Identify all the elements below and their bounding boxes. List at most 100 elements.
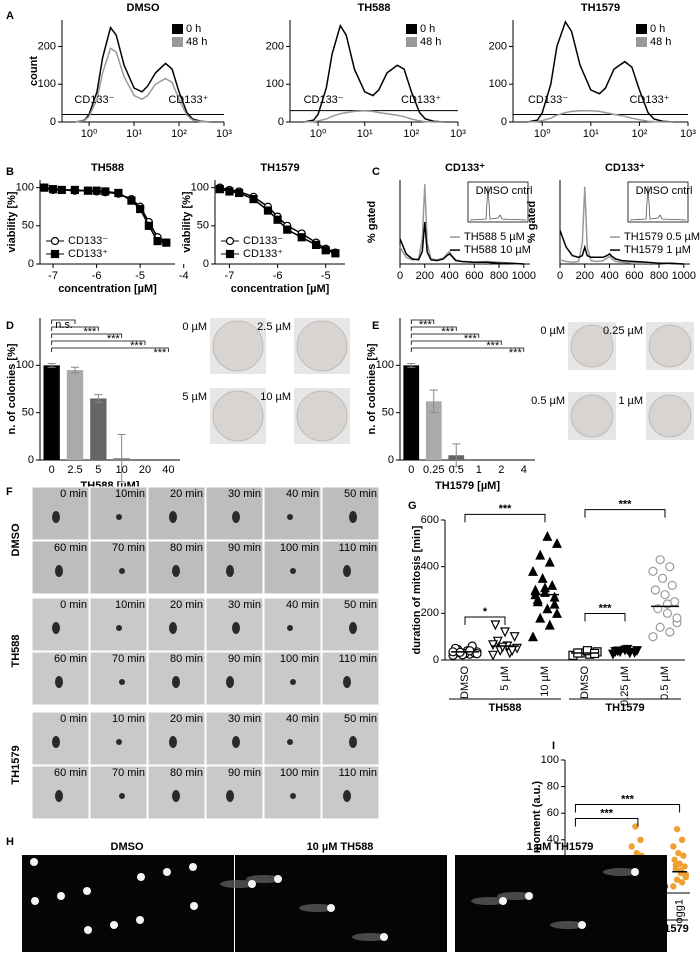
time-label: 30 min	[228, 713, 261, 725]
point	[648, 632, 658, 642]
significance-label: ***	[619, 499, 633, 511]
y-tick-label: 0	[203, 258, 209, 270]
time-label: 50 min	[344, 599, 377, 611]
point	[509, 632, 520, 643]
time-label: 90 min	[228, 542, 261, 554]
cell	[349, 622, 357, 634]
y-tick-label: 50	[382, 407, 394, 419]
significance-bracket	[584, 613, 626, 622]
cell	[52, 511, 60, 523]
cell	[226, 676, 234, 688]
time-label: 0 min	[60, 599, 87, 611]
panel-label: G	[408, 500, 417, 512]
bar	[43, 365, 60, 460]
chart-title: TH588	[357, 2, 390, 14]
cell	[287, 739, 293, 745]
cell	[119, 679, 125, 685]
cell	[226, 565, 234, 577]
y-tick-label: 200	[266, 40, 284, 52]
inset-curve	[469, 185, 527, 221]
concentration-label: 0 µM	[540, 325, 565, 337]
point	[549, 598, 560, 609]
y-tick-label: 100	[489, 78, 507, 90]
x-tick-label: -5	[321, 270, 331, 282]
cell	[55, 790, 63, 802]
point	[70, 185, 79, 195]
legend-swatch	[636, 37, 647, 47]
time-label: 80 min	[170, 542, 203, 554]
y-axis-label: viability [%]	[181, 191, 193, 252]
point	[57, 185, 66, 195]
point	[162, 238, 171, 247]
point	[532, 593, 543, 604]
y-tick-label: 100	[38, 78, 56, 90]
point	[263, 206, 273, 215]
y-tick-label: 100	[191, 182, 209, 194]
legend-marker	[50, 249, 60, 259]
point	[657, 573, 668, 583]
comet-head	[189, 863, 197, 871]
cell	[232, 622, 240, 634]
y-axis-label: n. of colonies [%]	[366, 343, 378, 434]
legend-marker	[225, 236, 235, 246]
y-tick-label: 0	[278, 116, 284, 128]
x-tick-label: 0	[397, 270, 403, 282]
chart-title: TH1579	[581, 2, 620, 14]
x-tick-label: 0	[557, 270, 563, 282]
significance-bracket	[51, 333, 123, 338]
significance-bracket	[51, 326, 99, 331]
x-tick-label: 10 µM	[539, 666, 551, 697]
point	[497, 642, 508, 653]
point	[681, 863, 688, 870]
comet-tail	[299, 904, 335, 912]
time-label: 60 min	[54, 767, 87, 779]
time-label: 60 min	[54, 542, 87, 554]
legend-label: CD133⁺	[68, 248, 108, 260]
panel-label: A	[6, 10, 14, 22]
x-tick-label: 10⁰	[81, 128, 98, 140]
group-label: TH588	[488, 702, 521, 714]
significance-label: n.s.	[55, 319, 73, 331]
panel-label: H	[6, 836, 14, 848]
legend-marker	[225, 249, 235, 259]
point	[537, 572, 548, 583]
bar	[66, 370, 84, 460]
comet-head	[84, 926, 92, 934]
x-tick-label: 10²	[631, 128, 647, 140]
x-tick-label: 5 µM	[499, 666, 511, 691]
comet-image	[22, 855, 234, 952]
significance-bracket	[410, 326, 457, 331]
x-tick-label: 1000	[512, 270, 536, 282]
error-bar	[429, 389, 438, 414]
cell	[349, 736, 357, 748]
x-tick-label: 0.5	[449, 464, 464, 476]
culture-dish	[570, 394, 614, 438]
chart-title: TH588	[91, 162, 124, 174]
comet-tail	[246, 875, 282, 883]
bar	[425, 401, 442, 460]
image-label: 1 µM TH1579	[527, 841, 594, 853]
row-label: TH1579	[10, 745, 22, 784]
legend-swatch	[636, 24, 647, 34]
image-label: 10 µM TH588	[307, 841, 374, 853]
y-tick-label: 40	[547, 834, 559, 846]
significance-bracket	[51, 340, 146, 345]
point	[552, 607, 562, 618]
inset-label: DMSO cntrl	[476, 185, 533, 197]
cell	[287, 514, 293, 520]
time-label: 10min	[115, 599, 145, 611]
legend-label: CD133⁻	[68, 235, 108, 247]
significance-bracket	[464, 616, 506, 625]
time-label: 100 min	[280, 653, 319, 665]
significance-label: ***	[486, 340, 500, 352]
comet-tail	[603, 868, 639, 876]
panel-label: F	[6, 486, 13, 498]
significance-label: ***	[600, 807, 614, 819]
legend-label: 48 h	[420, 36, 441, 48]
cell	[172, 565, 180, 577]
significance-bracket	[410, 319, 435, 324]
comet-tail	[497, 892, 533, 900]
point	[144, 221, 153, 230]
point	[655, 555, 665, 565]
y-tick-label: 50	[22, 220, 34, 232]
